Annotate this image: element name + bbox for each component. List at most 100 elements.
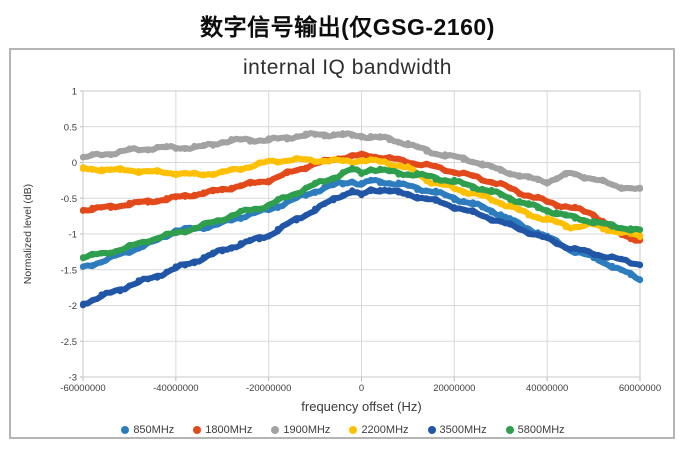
series-dot <box>349 132 356 139</box>
series-dot <box>479 212 486 219</box>
series-dot <box>293 155 300 162</box>
series-dot <box>163 268 170 275</box>
series-dot <box>144 238 152 245</box>
series-dot <box>581 174 588 181</box>
series-dot <box>135 147 142 154</box>
series-dot <box>200 141 207 149</box>
series-dot <box>395 179 402 186</box>
y-tick-label: -0.5 <box>61 194 77 205</box>
legend-swatch-icon <box>271 426 280 434</box>
series-dot <box>404 191 411 199</box>
series-dot <box>534 193 542 200</box>
x-tick-label: 20000000 <box>433 383 475 394</box>
series-dot <box>544 198 551 205</box>
series-dot <box>636 185 644 192</box>
series-dot <box>200 220 207 227</box>
series-dot <box>154 197 161 204</box>
series-dot <box>497 201 504 208</box>
series-dot <box>219 248 226 255</box>
series-dot <box>191 170 198 177</box>
series-dot <box>423 187 430 194</box>
series-dot <box>117 166 124 174</box>
series-dot <box>256 160 263 167</box>
series-dot <box>107 289 114 296</box>
series-dot <box>293 133 300 140</box>
series-dot <box>89 262 96 269</box>
series-dot <box>284 194 291 201</box>
series-dot <box>98 166 105 173</box>
series-dot <box>219 139 226 146</box>
series-dot <box>442 201 449 208</box>
series-1800mhz <box>79 150 644 244</box>
series-dot <box>126 199 133 206</box>
series-dot <box>135 168 142 175</box>
series-dot <box>98 204 105 211</box>
series-dot <box>618 266 625 274</box>
series-dot <box>237 165 244 173</box>
series-dot <box>209 188 217 195</box>
series-dot <box>321 184 328 191</box>
series-dot <box>599 219 607 227</box>
legend-swatch-icon <box>193 426 202 434</box>
series-dot <box>349 179 356 186</box>
series-dot <box>321 158 328 165</box>
series-dot <box>358 180 365 187</box>
series-dot <box>553 218 560 225</box>
series-dot <box>581 208 588 215</box>
series-dot <box>599 259 607 266</box>
legend-swatch-icon <box>505 426 514 434</box>
series-dot <box>590 250 597 258</box>
y-tick-label: -2 <box>69 301 77 312</box>
series-dot <box>442 151 449 158</box>
series-dot <box>497 218 504 225</box>
series-dot <box>107 249 114 256</box>
series-dot <box>377 158 384 165</box>
series-dot <box>636 226 644 233</box>
series-dot <box>534 232 542 239</box>
series-dot <box>182 262 189 269</box>
series-dot <box>377 133 384 140</box>
series-dot <box>302 192 309 199</box>
series-dot <box>571 171 579 178</box>
series-dot <box>182 170 189 177</box>
series-dot <box>367 187 374 195</box>
series-dot <box>349 159 356 166</box>
series-dot <box>423 161 430 168</box>
series-dot <box>117 288 124 295</box>
series-dot <box>414 186 421 193</box>
x-tick-label: -60000000 <box>60 383 105 394</box>
series-dot <box>442 192 449 199</box>
series-dot <box>525 200 532 207</box>
series-dot <box>460 169 467 176</box>
series-dot <box>154 235 161 242</box>
series-dot <box>414 170 421 177</box>
series-dot <box>191 260 198 267</box>
series-dot <box>460 189 467 196</box>
series-dot <box>79 165 87 172</box>
series-dot <box>627 185 634 192</box>
series-dot <box>479 177 486 184</box>
series-dot <box>256 236 263 243</box>
legend-label: 5800MHz <box>517 424 565 436</box>
series-dot <box>553 203 560 210</box>
legend-label: 850MHz <box>133 424 175 436</box>
series-dot <box>247 138 254 145</box>
legend-item-2200mhz: 2200MHz <box>349 424 409 436</box>
series-dot <box>349 152 356 159</box>
series-dot <box>451 196 458 204</box>
series-dot <box>144 276 152 283</box>
series-dot <box>414 161 421 168</box>
series-dot <box>274 196 281 203</box>
series-dot <box>497 191 504 198</box>
series-dot <box>274 204 281 211</box>
series-dot <box>89 297 96 304</box>
series-dot <box>618 184 625 191</box>
series-dot <box>395 139 402 146</box>
series-dot <box>209 218 217 225</box>
series-dot <box>219 187 226 194</box>
series-dot <box>339 169 346 176</box>
y-axis-title: Normalized level (dB) <box>22 183 34 285</box>
series-dot <box>256 206 263 213</box>
series-dot <box>219 169 226 176</box>
